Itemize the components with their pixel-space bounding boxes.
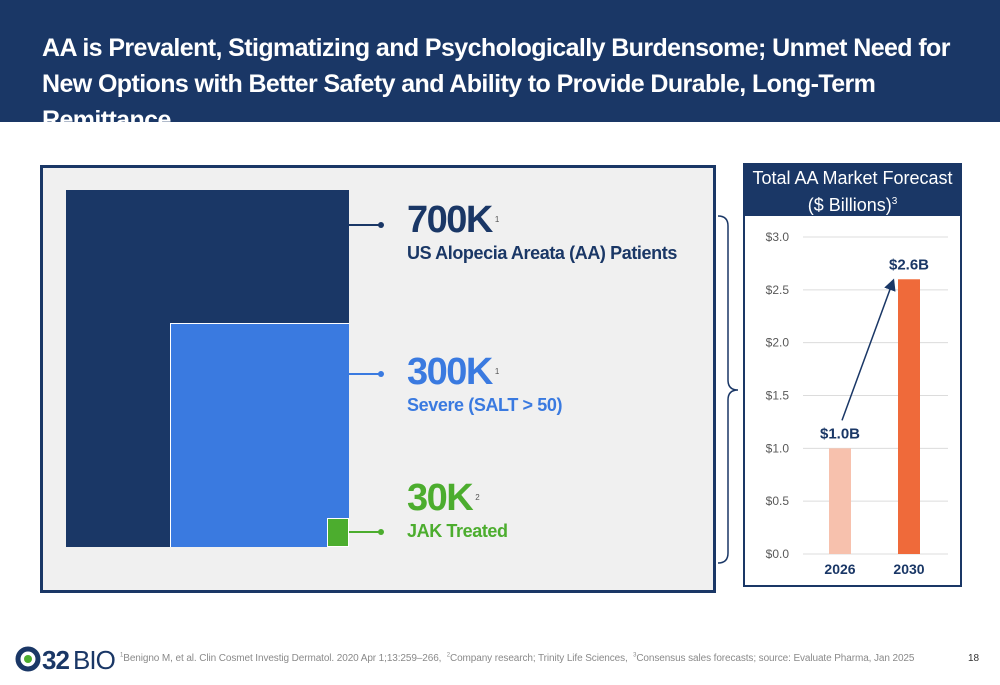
bracket — [717, 215, 739, 564]
connector-300k-dot — [378, 371, 384, 377]
svg-text:BIO: BIO — [73, 645, 115, 675]
q32-bio-logo: 32 BIO — [15, 645, 115, 675]
footnote-3: 3Consensus sales forecasts; source: Eval… — [633, 653, 915, 665]
y-tick-label: $2.0 — [766, 336, 790, 350]
footnote-references: 1Benigno M, et al. Clin Cosmet Investig … — [120, 653, 914, 664]
bar-2026 — [829, 448, 851, 554]
jak-treated-square — [327, 518, 349, 547]
bar-2030 — [898, 279, 920, 554]
stat-label: US Alopecia Areata (AA) Patients — [407, 243, 677, 263]
y-tick-label: $0.5 — [766, 494, 790, 508]
stat-30k: 30K 2 JAK Treated — [407, 478, 508, 542]
stat-value: 300K 1 — [407, 351, 500, 393]
market-forecast-chart: Total AA Market Forecast ($ Billions)3 $… — [743, 163, 962, 587]
stat-label: Severe (SALT > 50) — [407, 395, 563, 415]
chart-header: Total AA Market Forecast ($ Billions)3 — [745, 165, 960, 216]
data-label: $2.6B — [889, 256, 929, 273]
stat-700k: 700K 1 US Alopecia Areata (AA) Patients — [407, 200, 677, 264]
title-bar: AA is Prevalent, Stigmatizing and Psycho… — [0, 0, 1000, 134]
chart-title: Total AA Market Forecast — [752, 168, 953, 188]
y-tick-label: $0.0 — [766, 547, 790, 561]
slide-title: AA is Prevalent, Stigmatizing and Psycho… — [42, 34, 950, 134]
x-tick-label: 2026 — [824, 561, 855, 577]
y-tick-label: $1.0 — [766, 441, 790, 455]
chart-plot: $0.0 $0.5 $1.0 $1.5 $2.0 $2.5 $3.0 2026 $1.0B 203… — [766, 230, 948, 577]
x-tick-label: 2030 — [893, 561, 924, 577]
connector-30k-dot — [378, 529, 384, 535]
stat-value: 700K 1 — [407, 199, 500, 241]
y-tick-label: $3.0 — [766, 230, 790, 244]
footnote-2: 2Company research; Trinity Life Sciences… — [446, 653, 628, 665]
svg-text:32: 32 — [42, 645, 69, 675]
page-number: 18 — [968, 653, 980, 664]
growth-arrow — [841, 278, 896, 421]
y-tick-label: $1.5 — [766, 389, 790, 403]
data-label: $1.0B — [820, 425, 860, 442]
stat-label: JAK Treated — [407, 521, 508, 541]
chart-subtitle: ($ Billions)3 — [807, 195, 898, 215]
stat-300k: 300K 1 Severe (SALT > 50) — [407, 352, 562, 416]
severe-patients-square — [170, 323, 349, 547]
stat-value: 30K 2 — [407, 477, 480, 519]
connector-700k-dot — [378, 222, 384, 228]
footnote-1: 1Benigno M, et al. Clin Cosmet Investig … — [120, 653, 442, 665]
y-tick-label: $2.5 — [766, 283, 790, 297]
